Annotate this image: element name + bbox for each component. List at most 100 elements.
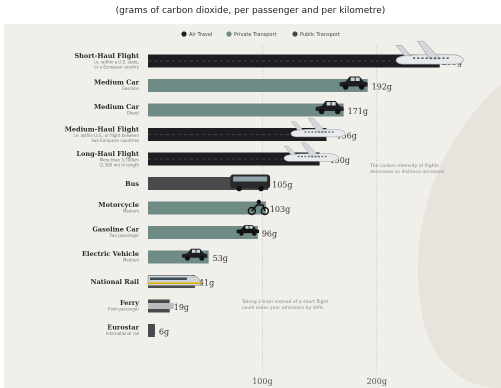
window <box>324 155 327 158</box>
annotation-train: could lower your emissions by 84%. <box>242 305 325 311</box>
category-sublabel: More than 3,700km <box>100 158 139 163</box>
suv-icon <box>339 76 368 90</box>
window <box>301 155 303 158</box>
window <box>421 57 424 59</box>
car-window <box>196 249 201 253</box>
window <box>331 131 334 133</box>
category-label: Long-Haul Flight <box>76 150 139 158</box>
car-body <box>236 225 260 234</box>
train-windows <box>150 277 187 280</box>
category-sublabel: (2,300 mi) in length <box>99 163 139 168</box>
window <box>307 131 310 133</box>
train-stripe <box>148 282 201 284</box>
window <box>304 155 307 158</box>
train-icon <box>147 275 202 286</box>
bus-icon <box>230 174 271 192</box>
annotation-flights: The carbon intensity of flights <box>369 163 439 169</box>
category-label: Short-Haul Flight <box>74 52 139 60</box>
car-window <box>350 77 355 81</box>
background-swoosh <box>417 84 501 388</box>
category-sublabel: i.e. within a U.S. state, <box>94 60 139 65</box>
x-tick-label: 100g <box>252 377 272 386</box>
category-label: Bus <box>125 180 139 188</box>
bar <box>148 79 368 92</box>
bar <box>148 152 320 166</box>
window <box>321 155 324 158</box>
wheel <box>342 84 349 90</box>
car-window <box>249 225 253 229</box>
value-label: 105g <box>272 181 292 190</box>
window <box>318 155 320 158</box>
window <box>324 131 327 133</box>
airplane-icon <box>395 40 464 65</box>
category-sublabel: or a European country <box>94 65 139 70</box>
wheel <box>260 206 270 216</box>
annotation-train: Taking a train instead of a short flight <box>241 299 328 305</box>
tail-fin <box>290 121 304 131</box>
car-body <box>182 248 208 258</box>
wheel <box>251 231 257 236</box>
bar <box>148 103 344 117</box>
value-label: 6g <box>159 328 169 337</box>
car-window <box>355 77 360 81</box>
window <box>304 131 307 133</box>
category-sublabel: Diesel <box>127 111 139 116</box>
frame <box>251 204 266 212</box>
category-sublabel: Foot passenger <box>108 307 139 312</box>
window <box>429 57 432 59</box>
car-window <box>191 249 196 253</box>
window <box>297 155 300 158</box>
annotation-flights: decreases as distance increases. <box>370 169 446 175</box>
gridlines: 100g 200g <box>252 46 387 386</box>
window <box>328 131 331 133</box>
car-window <box>245 225 249 229</box>
value-label: 19g <box>174 303 189 312</box>
tail-fin <box>283 145 297 155</box>
wheel <box>334 108 341 115</box>
value-label: 171g <box>348 107 368 116</box>
window <box>321 131 324 133</box>
airplane-icon <box>290 117 346 138</box>
tail-fin <box>395 45 412 57</box>
legend-marker <box>181 31 187 37</box>
airplane-icon <box>283 142 339 162</box>
bus-windows <box>233 176 268 182</box>
pickup-truck-icon <box>315 101 344 115</box>
category-sublabel: i.e. within U.S., or flight between <box>73 133 139 138</box>
category-label: Gasoline Car <box>92 226 139 234</box>
window <box>311 155 313 158</box>
wheel <box>358 84 365 90</box>
category-sublabel: Medium <box>123 209 139 214</box>
category-label: Ferry <box>120 299 139 307</box>
wheel <box>318 108 325 115</box>
value-label: 53g <box>213 254 228 263</box>
category-sublabel: Two passenger <box>108 233 139 238</box>
wheel <box>184 255 190 261</box>
category-label: Motorcycle <box>98 201 139 209</box>
category-sublabel: Medium <box>123 258 139 263</box>
wheel <box>239 231 244 236</box>
car-window <box>331 102 336 106</box>
fuselage <box>283 153 339 162</box>
category-label: Electric Vehicle <box>82 250 139 258</box>
car-window <box>326 102 331 106</box>
legend: Air Travel Private Transport Public Transp… <box>181 31 340 38</box>
bar <box>148 226 258 239</box>
car-body <box>339 76 368 87</box>
window <box>307 155 310 158</box>
wing <box>307 117 328 133</box>
wheel <box>236 185 242 192</box>
window <box>425 57 428 59</box>
window <box>434 57 437 59</box>
wheel <box>258 185 264 192</box>
category-sublabel: two European countries <box>92 138 139 143</box>
window <box>438 57 441 59</box>
category-label: Medium-Haul Flight <box>65 126 139 134</box>
